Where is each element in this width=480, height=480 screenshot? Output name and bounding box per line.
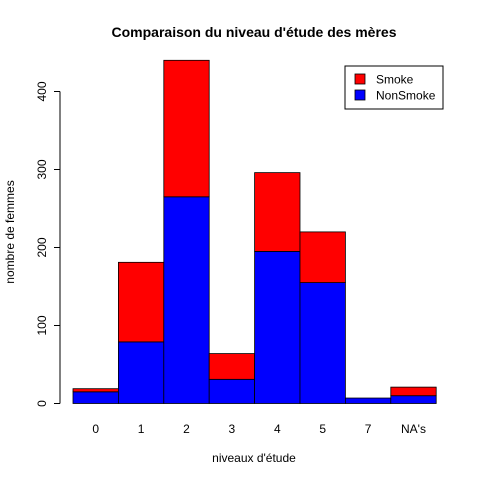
legend-label-nonsmoke: NonSmoke [376, 89, 436, 103]
bar-segment-nonsmoke [299, 282, 346, 404]
bar-segment-nonsmoke [254, 250, 301, 404]
x-tick-label: NA's [401, 422, 426, 436]
y-axis-label: nombre de femmes [3, 180, 17, 283]
bar-segment-nonsmoke [163, 196, 210, 404]
x-tick-label: 1 [138, 422, 145, 436]
bars [72, 59, 437, 404]
x-axis-label: niveaux d'étude [212, 451, 296, 465]
bar-segment-smoke [390, 386, 437, 397]
y-axis: 0 100 200 300 400 [35, 81, 61, 407]
x-tick-label: 7 [365, 422, 372, 436]
x-tick-label: 5 [319, 422, 326, 436]
y-tick-label: 100 [35, 315, 49, 335]
x-tick-label: 3 [229, 422, 236, 436]
legend-label-smoke: Smoke [376, 73, 414, 87]
y-tick-label: 300 [35, 159, 49, 179]
bar-segment-nonsmoke [72, 391, 119, 404]
y-tick-label: 400 [35, 81, 49, 101]
legend-box [344, 65, 444, 110]
bar-segment-nonsmoke [208, 378, 255, 404]
x-tick-label: 0 [92, 422, 99, 436]
chart-title: Comparaison du niveau d'étude des mères [112, 24, 397, 40]
bar-segment-nonsmoke [118, 341, 165, 404]
x-tick-label: 4 [274, 422, 281, 436]
legend-swatch-nonsmoke [354, 89, 366, 101]
legend: Smoke NonSmoke [344, 65, 444, 110]
bar-segment-nonsmoke [390, 395, 437, 404]
bar-segment-smoke [254, 172, 301, 252]
bar-segment-smoke [72, 388, 119, 393]
bar-segment-nonsmoke [344, 397, 392, 404]
bar-segment-smoke [299, 231, 346, 283]
x-tick-labels: 0 1 2 3 4 5 7 NA's [92, 422, 426, 436]
legend-swatch-smoke [354, 73, 366, 85]
bar-segment-smoke [208, 353, 255, 380]
y-tick-label: 200 [35, 237, 49, 257]
bar-segment-smoke [163, 59, 210, 198]
x-tick-label: 2 [183, 422, 190, 436]
bar-segment-smoke [118, 261, 165, 343]
y-tick-label: 0 [35, 400, 49, 407]
